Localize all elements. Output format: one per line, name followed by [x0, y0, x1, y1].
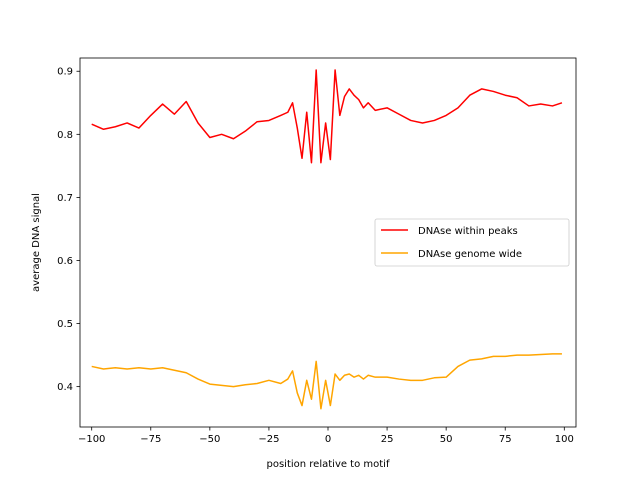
y-tick-label: 0.9: [57, 67, 73, 78]
y-tick-label: 0.4: [57, 382, 73, 393]
x-tick-label: −25: [258, 434, 279, 445]
x-axis-ticks: −100 −75 −50 −25 0 25 50 75 100: [78, 427, 574, 445]
legend: DNAse within peaks DNAse genome wide: [374, 218, 570, 267]
y-axis-ticks: 0.4 0.5 0.6 0.7 0.8 0.9: [57, 67, 80, 393]
series-line-0: [91, 69, 563, 164]
legend-box: [374, 218, 570, 267]
x-tick-label: 25: [381, 434, 394, 445]
y-tick-label: 0.5: [57, 319, 73, 330]
legend-label-peaks: DNAse within peaks: [418, 226, 518, 237]
x-axis-label: position relative to motif: [267, 459, 390, 470]
x-tick-label: 75: [499, 434, 512, 445]
x-tick-label: 50: [440, 434, 453, 445]
y-axis-label: average DNA signal: [31, 193, 42, 292]
x-tick-label: −75: [140, 434, 161, 445]
x-tick-label: 100: [555, 434, 574, 445]
series-line-1: [91, 353, 562, 410]
y-tick-label: 0.7: [57, 193, 73, 204]
x-tick-label: −50: [199, 434, 220, 445]
y-tick-label: 0.8: [57, 130, 73, 141]
x-tick-label: 0: [325, 434, 331, 445]
y-tick-label: 0.6: [57, 256, 73, 267]
legend-label-genome: DNAse genome wide: [418, 249, 522, 260]
x-tick-label: −100: [78, 434, 105, 445]
series-layer: [91, 69, 563, 410]
